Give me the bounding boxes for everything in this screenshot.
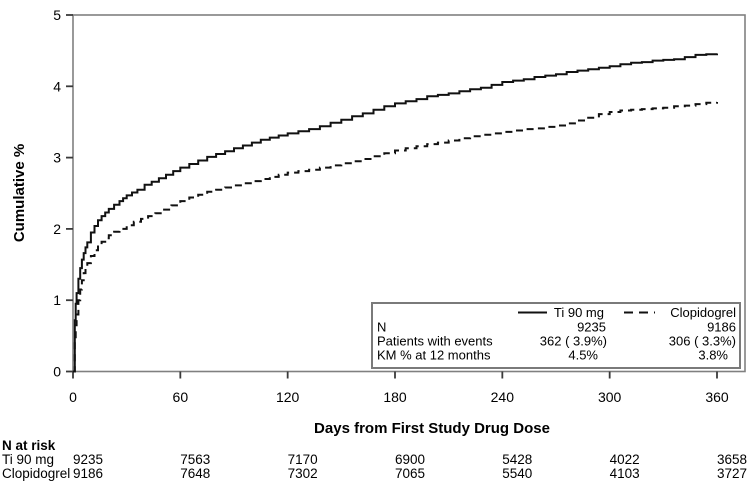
risk-value: 5428 xyxy=(502,452,532,467)
risk-value: 9235 xyxy=(73,452,103,467)
x-tick-label: 360 xyxy=(705,389,729,405)
risk-value: 3658 xyxy=(717,452,747,467)
legend-series-2-name: Clopidogrel xyxy=(670,305,736,320)
x-axis-ticks: 0 60 120 180 240 300 360 xyxy=(69,371,729,405)
risk-value: 7065 xyxy=(395,466,425,481)
y-axis-ticks: 0 1 2 3 4 5 xyxy=(53,7,73,380)
n-at-risk-title: N at risk xyxy=(2,438,56,453)
x-tick-label: 60 xyxy=(173,389,189,405)
risk-value: 7648 xyxy=(180,466,210,481)
y-tick-label: 2 xyxy=(53,221,61,237)
x-tick-label: 0 xyxy=(69,389,77,405)
risk-value: 7302 xyxy=(288,466,318,481)
risk-row-1-label: Ti 90 mg xyxy=(2,452,54,467)
risk-value: 7170 xyxy=(288,452,318,467)
legend-series-1-name: Ti 90 mg xyxy=(554,305,604,320)
legend-row-events-value-2: 306 ( 3.3%) xyxy=(669,334,736,349)
risk-value: 6900 xyxy=(395,452,425,467)
y-axis-title: Cumulative % xyxy=(11,144,28,242)
legend-row-km-value-2: 3.8% xyxy=(698,348,728,363)
legend-box-frame xyxy=(371,302,741,369)
legend-row-n-value-1: 9235 xyxy=(577,320,606,335)
y-tick-label: 3 xyxy=(53,150,61,166)
legend-row-events-value-1: 362 ( 3.9%) xyxy=(540,334,607,349)
risk-value: 3727 xyxy=(717,466,747,481)
legend-row-n-value-2: 9186 xyxy=(707,320,736,335)
x-axis-title: Days from First Study Drug Dose xyxy=(314,420,550,437)
y-tick-label: 5 xyxy=(53,7,61,23)
legend-row-km-value-1: 4.5% xyxy=(568,348,598,363)
risk-row-2-label: Clopidogrel xyxy=(2,466,70,481)
risk-value: 9186 xyxy=(73,466,103,481)
y-tick-label: 1 xyxy=(53,292,61,308)
risk-values: 9235 7563 7170 6900 5428 4022 3658 9186 7648 7302… xyxy=(73,452,747,481)
y-tick-label: 4 xyxy=(53,78,61,94)
risk-value: 7563 xyxy=(180,452,210,467)
km-curves xyxy=(73,53,718,373)
legend-row-km-label: KM % at 12 months xyxy=(377,348,491,363)
curve-clopidogrel xyxy=(73,101,718,373)
x-tick-label: 120 xyxy=(276,389,300,405)
n-at-risk-table: N at risk Ti 90 mg Clopidogrel 9235 7563 7… xyxy=(2,438,747,481)
risk-value: 5540 xyxy=(502,466,532,481)
legend-row-events-label: Patients with events xyxy=(377,334,493,349)
x-tick-label: 240 xyxy=(491,389,515,405)
x-tick-label: 300 xyxy=(598,389,622,405)
legend-box: Ti 90 mg Clopidogrel N 9235 9186 Patient… xyxy=(371,302,741,369)
x-tick-label: 180 xyxy=(383,389,407,405)
risk-value: 4103 xyxy=(610,466,640,481)
y-tick-label: 0 xyxy=(53,364,61,380)
plot-frame xyxy=(72,14,746,373)
curve-ti-90-mg xyxy=(73,53,718,373)
legend-row-n-label: N xyxy=(377,320,386,335)
risk-value: 4022 xyxy=(610,452,640,467)
